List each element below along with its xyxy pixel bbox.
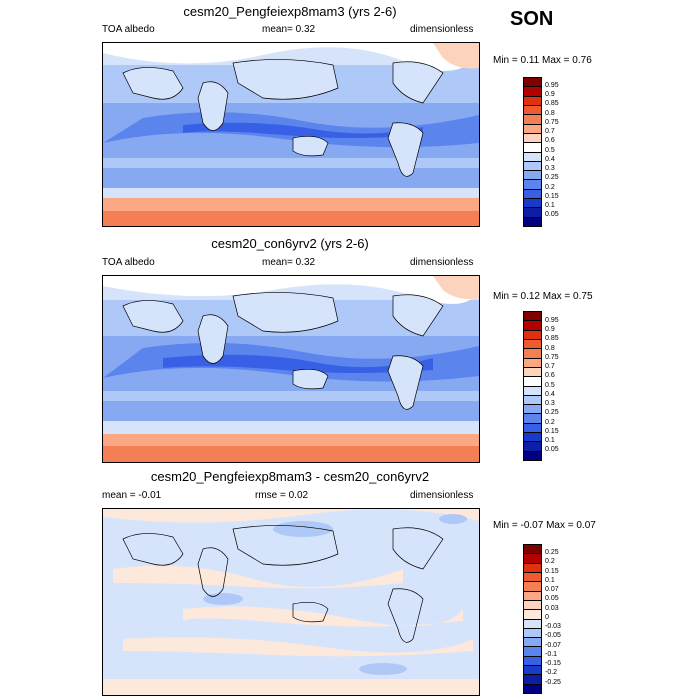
panel-3-title: cesm20_Pengfeiexp8mam3 - cesm20_con6yrv2 — [100, 469, 480, 484]
panel-1-minmax: Min = 0.11 Max = 0.76 — [493, 55, 592, 66]
colorbar-tick: -0.1 — [545, 651, 557, 659]
colorbar-tick: 0.1 — [545, 577, 555, 585]
panel-3-rmse-label: rmse = 0.02 — [255, 490, 308, 501]
colorbar-tick: 0.7 — [545, 128, 555, 136]
panel-2-units-label: dimensionless — [410, 257, 473, 268]
colorbar-tick: 0.5 — [545, 147, 555, 155]
panel-1-map — [102, 42, 480, 227]
panel-3-map-graphic — [103, 509, 479, 695]
colorbar-tick: 0.9 — [545, 91, 555, 99]
colorbar-tick: 0.05 — [545, 211, 559, 219]
colorbar-tick: -0.2 — [545, 669, 557, 677]
panel-1-colorbar — [523, 77, 542, 227]
panel-1-map-graphic — [103, 43, 479, 226]
panel-3-units-label: dimensionless — [410, 490, 473, 501]
panel-3-minmax: Min = -0.07 Max = 0.07 — [493, 520, 596, 531]
colorbar-tick: 0.2 — [545, 558, 555, 566]
colorbar-tick: 0.25 — [545, 174, 559, 182]
colorbar-tick: 0.5 — [545, 382, 555, 390]
panel-1-units-label: dimensionless — [410, 24, 473, 35]
panel-3-map — [102, 508, 480, 696]
panel-3-colorbar — [523, 544, 542, 694]
colorbar-tick: 0.85 — [545, 100, 559, 108]
colorbar-tick: 0.4 — [545, 391, 555, 399]
colorbar-tick: 0.1 — [545, 437, 555, 445]
colorbar-tick: 0 — [545, 614, 549, 622]
panel-2-map — [102, 275, 480, 463]
colorbar-tick: 0.8 — [545, 110, 555, 118]
colorbar-tick: 0.1 — [545, 202, 555, 210]
colorbar-tick: 0.3 — [545, 165, 555, 173]
colorbar-tick: -0.03 — [545, 623, 561, 631]
colorbar-tick: 0.05 — [545, 446, 559, 454]
colorbar-tick: 0.6 — [545, 137, 555, 145]
colorbar-tick: 0.75 — [545, 119, 559, 127]
colorbar-tick: 0.6 — [545, 372, 555, 380]
colorbar-tick: 0.95 — [545, 82, 559, 90]
colorbar-tick: 0.8 — [545, 345, 555, 353]
colorbar-tick: 0.25 — [545, 549, 559, 557]
panel-2-mean-label: mean= 0.32 — [262, 257, 315, 268]
panel-2-minmax: Min = 0.12 Max = 0.75 — [493, 291, 593, 302]
season-label: SON — [510, 8, 553, 31]
colorbar-tick: 0.2 — [545, 184, 555, 192]
colorbar-tick: 0.85 — [545, 335, 559, 343]
colorbar-tick: 0.15 — [545, 428, 559, 436]
colorbar-tick: -0.07 — [545, 642, 561, 650]
panel-1-mean-label: mean= 0.32 — [262, 24, 315, 35]
colorbar-tick: 0.07 — [545, 586, 559, 594]
colorbar-tick: 0.15 — [545, 193, 559, 201]
colorbar-tick: 0.9 — [545, 326, 555, 334]
colorbar-tick: 0.03 — [545, 605, 559, 613]
panel-2-map-graphic — [103, 276, 479, 462]
panel-3-mean-label: mean = -0.01 — [102, 490, 161, 501]
panel-2-title: cesm20_con6yrv2 (yrs 2-6) — [100, 236, 480, 251]
colorbar-tick: -0.15 — [545, 660, 561, 668]
panel-2-variable-label: TOA albedo — [102, 257, 155, 268]
colorbar-tick: 0.95 — [545, 317, 559, 325]
colorbar-tick: 0.3 — [545, 400, 555, 408]
panel-1-variable-label: TOA albedo — [102, 24, 155, 35]
colorbar-tick: 0.2 — [545, 419, 555, 427]
colorbar-tick: 0.25 — [545, 409, 559, 417]
colorbar-tick: 0.05 — [545, 595, 559, 603]
colorbar-tick: 0.7 — [545, 363, 555, 371]
panel-2-colorbar — [523, 311, 542, 461]
colorbar-tick: 0.75 — [545, 354, 559, 362]
panel-1-title: cesm20_Pengfeiexp8mam3 (yrs 2-6) — [100, 4, 480, 19]
colorbar-tick: -0.05 — [545, 632, 561, 640]
colorbar-tick: 0.4 — [545, 156, 555, 164]
colorbar-tick: -0.25 — [545, 679, 561, 687]
colorbar-tick: 0.15 — [545, 568, 559, 576]
